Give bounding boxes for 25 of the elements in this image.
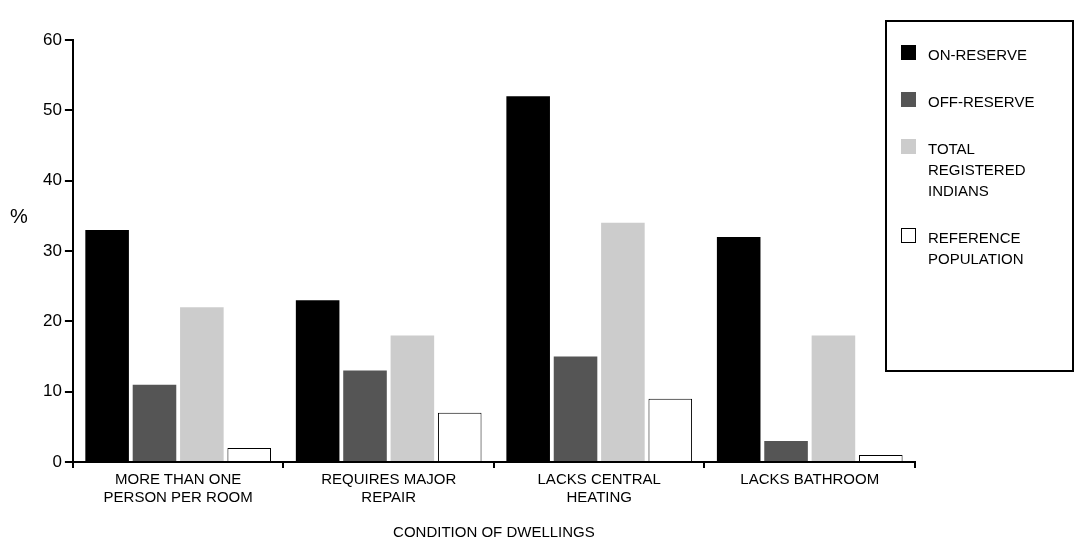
bar [390, 335, 435, 461]
legend-label: REFERENCE POPULATION [928, 228, 1025, 269]
bar [132, 384, 177, 461]
bar [180, 307, 224, 461]
y-tick-label: 50 [42, 100, 62, 120]
x-tick-label: LACKS BATHROOM [740, 470, 880, 488]
y-tick-label: 40 [42, 170, 62, 190]
legend-label: TOTAL REGISTERED INDIANS [928, 139, 1027, 201]
legend-label: ON-RESERVE [928, 45, 1028, 65]
x-axis-title: CONDITION OF DWELLINGS [393, 523, 595, 541]
bar [343, 370, 387, 461]
y-axis-title: % [10, 205, 28, 228]
y-tick-label: 20 [42, 311, 62, 331]
x-tick-label: REQUIRES MAJOR REPAIR [321, 470, 457, 506]
y-tick-label: 30 [42, 240, 62, 260]
y-tick-label: 10 [42, 381, 62, 401]
bar [601, 222, 645, 461]
legend-label: OFF-RESERVE [928, 92, 1036, 112]
bar [764, 440, 808, 461]
x-tick-label: LACKS CENTRAL HEATING [537, 470, 661, 506]
y-tick-label: 0 [52, 451, 62, 471]
bar [553, 356, 598, 461]
y-tick-label: 60 [42, 29, 62, 49]
x-tick-label: MORE THAN ONE PERSON PER ROOM [103, 470, 253, 506]
bar [811, 335, 856, 461]
